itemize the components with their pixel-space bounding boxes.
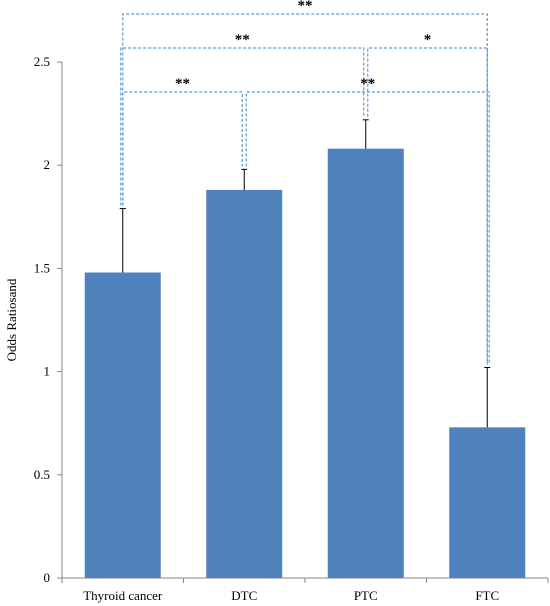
significance-label: ** [175,76,190,92]
significance-bracket [367,47,488,365]
significance-bracket [122,13,488,365]
y-tick-label: 2 [44,157,51,172]
x-tick-label: DTC [231,588,257,603]
bar [327,148,404,579]
bars [84,119,526,579]
tick-labels: 0 0.5 1 1.5 2 2.5 Thyroid cancer DTC PTC FTC [34,54,499,603]
significance-label: ** [360,76,375,92]
y-tick-label: 0.5 [34,467,50,482]
significance-bracket [245,91,490,365]
x-tick-label: Thyroid cancer [83,588,163,603]
y-tick-label: 2.5 [34,54,50,69]
y-tick-label: 1 [44,364,51,379]
y-axis-label: Odds Ratiosand [4,278,19,361]
significance-label: * [424,32,432,48]
bar [206,189,283,578]
y-tick-label: 0 [44,570,51,585]
x-tick-label: PTC [354,588,378,603]
x-tick-label: FTC [475,588,499,603]
significance-brackets: **** *** ** [120,0,490,365]
significance-bracket [122,91,243,206]
significance-label: ** [298,0,313,14]
significance-label: ** [235,32,250,48]
bar [84,272,161,578]
bar [449,427,526,578]
y-tick-label: 1.5 [34,260,50,275]
